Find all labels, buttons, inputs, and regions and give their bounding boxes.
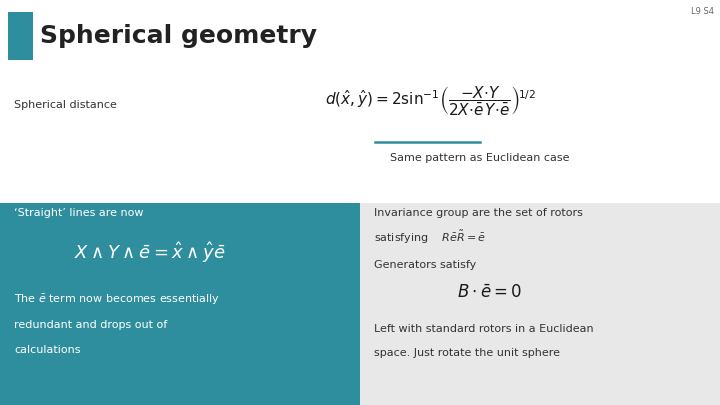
Text: ‘Straight’ lines are now: ‘Straight’ lines are now — [14, 208, 143, 218]
Bar — [0, 203, 360, 405]
Text: $X \wedge Y \wedge \bar{e} = \hat{x} \wedge \hat{y}\bar{e}$: $X \wedge Y \wedge \bar{e} = \hat{x} \we… — [74, 241, 225, 265]
Text: satisfying    $R\bar{e}\tilde{R} = \bar{e}$: satisfying $R\bar{e}\tilde{R} = \bar{e}$ — [374, 228, 486, 245]
Text: Generators satisfy: Generators satisfy — [374, 260, 476, 270]
Bar — [360, 203, 720, 405]
Text: L9 S4: L9 S4 — [691, 7, 714, 16]
Text: $B \cdot \bar{e} = 0$: $B \cdot \bar{e} = 0$ — [457, 284, 523, 302]
Text: calculations: calculations — [14, 345, 81, 355]
Text: redundant and drops out of: redundant and drops out of — [14, 320, 167, 330]
Bar — [8, 12, 33, 60]
Text: Spherical distance: Spherical distance — [14, 100, 117, 110]
Text: Same pattern as Euclidean case: Same pattern as Euclidean case — [390, 153, 570, 163]
Text: Left with standard rotors in a Euclidean: Left with standard rotors in a Euclidean — [374, 324, 593, 334]
Text: space. Just rotate the unit sphere: space. Just rotate the unit sphere — [374, 348, 560, 358]
Text: Invariance group are the set of rotors: Invariance group are the set of rotors — [374, 208, 583, 218]
Text: $d(\hat{x}, \hat{y}) = 2\sin^{-1}\!\left(\dfrac{-X{\cdot}Y}{2X{\cdot}\bar{e}\,Y{: $d(\hat{x}, \hat{y}) = 2\sin^{-1}\!\left… — [325, 83, 536, 117]
Text: Spherical geometry: Spherical geometry — [40, 24, 317, 48]
Text: The $\bar{e}$ term now becomes essentially: The $\bar{e}$ term now becomes essential… — [14, 293, 220, 307]
